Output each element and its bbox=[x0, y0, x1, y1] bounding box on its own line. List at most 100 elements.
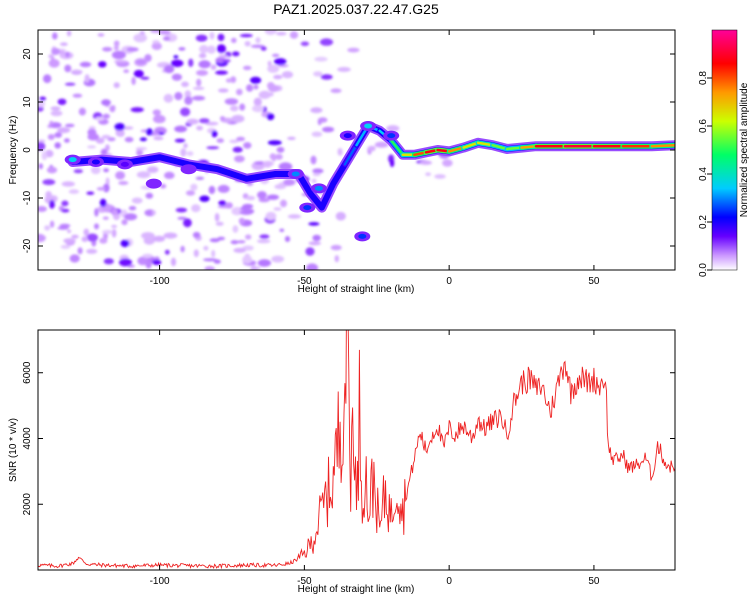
noise-speckle bbox=[102, 113, 110, 119]
noise-speckle bbox=[65, 123, 75, 128]
noise-speckle bbox=[42, 179, 56, 186]
noise-speckle bbox=[111, 224, 118, 228]
noise-speckle bbox=[109, 105, 116, 113]
noise-speckle bbox=[275, 153, 283, 160]
noise-speckle bbox=[124, 136, 134, 143]
noise-speckle bbox=[207, 45, 216, 54]
noise-speckle bbox=[224, 98, 239, 105]
noise-speckle bbox=[54, 132, 62, 138]
noise-speckle bbox=[173, 55, 179, 59]
spectrogram-x-ticks: -100 -50 0 50 bbox=[150, 30, 600, 287]
noise-speckle bbox=[153, 235, 166, 242]
noise-speckle bbox=[253, 97, 262, 107]
y-tick-label: 10 bbox=[22, 96, 33, 108]
noise-speckle bbox=[150, 30, 162, 33]
noise-speckle bbox=[79, 61, 92, 68]
x-tick-label: -100 bbox=[150, 276, 170, 287]
noise-speckle bbox=[310, 107, 323, 114]
noise-speckle bbox=[141, 232, 155, 240]
noise-speckle bbox=[274, 58, 287, 66]
spectral-blob-core bbox=[184, 166, 193, 172]
noise-speckle bbox=[419, 160, 432, 165]
noise-speckle bbox=[193, 249, 199, 258]
noise-speckle bbox=[186, 151, 194, 157]
snr-panel: -100 -50 0 50 2000 4000 6000 Height of straig… bbox=[8, 329, 676, 595]
noise-speckle bbox=[238, 217, 245, 224]
noise-speckle bbox=[195, 34, 208, 42]
noise-speckle bbox=[57, 98, 67, 106]
noise-speckle bbox=[313, 71, 323, 77]
noise-speckle bbox=[180, 107, 191, 117]
noise-speckle bbox=[389, 159, 395, 168]
noise-speckle bbox=[139, 137, 147, 142]
noise-speckle bbox=[181, 81, 189, 88]
noise-speckle bbox=[177, 216, 187, 220]
noise-speckle bbox=[271, 255, 285, 263]
noise-speckle bbox=[196, 78, 202, 87]
noise-speckle bbox=[236, 88, 243, 96]
noise-speckle bbox=[239, 33, 253, 38]
noise-speckle bbox=[96, 187, 106, 191]
y-tick-label: 0 bbox=[22, 147, 33, 153]
noise-speckle bbox=[216, 44, 226, 54]
noise-speckle bbox=[133, 69, 144, 78]
noise-speckle bbox=[44, 225, 51, 231]
noise-speckle bbox=[217, 184, 230, 193]
snr-x-axis-label: Height of straight line (km) bbox=[298, 584, 415, 595]
snr-frame bbox=[37, 329, 676, 571]
noise-speckle bbox=[180, 148, 187, 157]
noise-speckle bbox=[196, 69, 208, 76]
noise-speckle bbox=[198, 53, 207, 59]
noise-speckle bbox=[94, 208, 99, 217]
noise-speckle bbox=[118, 181, 129, 185]
noise-speckle bbox=[48, 59, 60, 68]
noise-speckle bbox=[284, 236, 291, 242]
noise-speckle bbox=[128, 206, 137, 211]
noise-speckle bbox=[84, 74, 90, 83]
noise-speckle bbox=[178, 47, 186, 51]
noise-speckle bbox=[59, 50, 65, 55]
noise-speckle bbox=[216, 138, 224, 143]
spectrogram-y-axis-label: Frequency (Hz) bbox=[8, 116, 19, 185]
noise-speckle bbox=[215, 57, 226, 64]
noise-speckle bbox=[322, 126, 335, 133]
x-tick-label: -50 bbox=[297, 276, 312, 287]
y-tick-label: 20 bbox=[22, 48, 33, 60]
noise-speckle bbox=[245, 195, 256, 201]
noise-speckle bbox=[113, 45, 119, 51]
noise-speckle bbox=[73, 169, 84, 174]
noise-speckle bbox=[239, 103, 246, 111]
y-tick-label: 6000 bbox=[22, 361, 33, 384]
noise-speckle bbox=[186, 118, 199, 125]
noise-speckle bbox=[95, 116, 105, 121]
noise-speckle bbox=[153, 136, 164, 141]
noise-speckle bbox=[320, 74, 333, 80]
noise-speckle bbox=[211, 130, 218, 138]
noise-speckle bbox=[50, 220, 55, 228]
colorbar-tick-label: 0.0 bbox=[698, 263, 709, 277]
noise-speckle bbox=[308, 222, 320, 226]
noise-speckle bbox=[243, 65, 252, 71]
noise-speckle bbox=[234, 155, 245, 163]
noise-speckle bbox=[87, 145, 97, 149]
noise-speckle bbox=[252, 105, 264, 113]
snr-y-axis-label: SNR (10 * v/v) bbox=[8, 418, 19, 482]
noise-speckle bbox=[243, 208, 255, 214]
noise-speckle bbox=[272, 53, 280, 58]
noise-speckle bbox=[217, 33, 225, 42]
noise-speckle bbox=[115, 129, 125, 137]
noise-speckle bbox=[180, 245, 185, 253]
noise-speckle bbox=[209, 32, 215, 40]
noise-speckle bbox=[257, 259, 272, 267]
noise-speckle bbox=[121, 219, 128, 226]
colorbar-tick-label: 0.6 bbox=[698, 119, 709, 133]
noise-speckle bbox=[347, 47, 360, 53]
noise-speckle bbox=[112, 209, 118, 215]
noise-speckle bbox=[142, 253, 153, 259]
colorbar-tick-label: 0.4 bbox=[698, 167, 709, 181]
ridge-core bbox=[650, 143, 675, 148]
noise-speckle bbox=[279, 228, 285, 232]
noise-speckle bbox=[237, 240, 246, 244]
noise-speckle bbox=[114, 60, 128, 64]
noise-speckle bbox=[250, 265, 258, 270]
